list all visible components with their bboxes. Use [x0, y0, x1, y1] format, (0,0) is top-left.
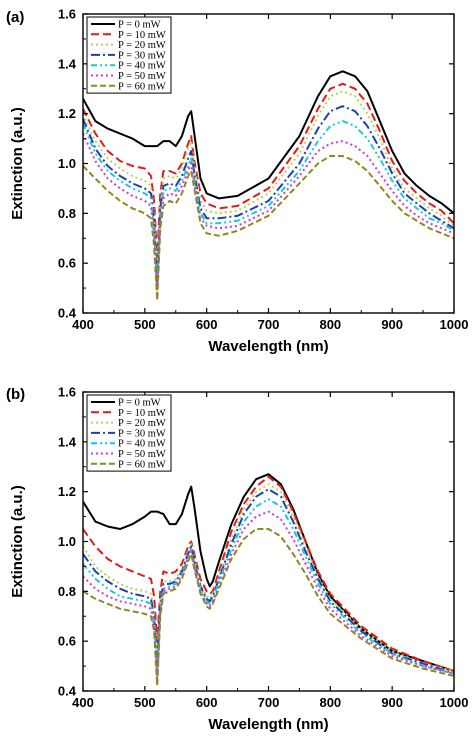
- series-line-0: [83, 70, 454, 215]
- y-tick-label: 0.6: [58, 256, 76, 271]
- x-tick-label: 800: [319, 317, 341, 332]
- series-line-4: [83, 120, 454, 290]
- x-tick-label: 400: [72, 317, 94, 332]
- panel-a: 400 500 600 700 800 900 1000 0.4 0.6 0.8 1.0 1.2 1.4…: [6, 7, 468, 356]
- y-tick-label: 1.0: [58, 156, 76, 171]
- panel-label: (a): [6, 9, 24, 26]
- y-tick-label: 1.6: [58, 385, 76, 400]
- x-tick-label: 500: [134, 695, 156, 710]
- legend-label-4: P = 40 mW: [118, 61, 166, 72]
- series-line-3: [83, 488, 454, 675]
- legend-label-4: P = 40 mW: [118, 439, 166, 450]
- y-tick-label: 1.2: [58, 484, 76, 499]
- x-axis-title: Wavelength (nm): [208, 338, 328, 355]
- x-tick-label: 700: [258, 695, 280, 710]
- legend-label-0: P = 0 mW: [118, 20, 161, 31]
- y-tick-label: 1.0: [58, 534, 76, 549]
- series-group: [83, 70, 454, 302]
- y-tick-label: 0.8: [58, 206, 76, 221]
- y-tick-label: 0.4: [58, 306, 77, 321]
- legend: P = 0 mWP = 10 mWP = 20 mWP = 30 mWP = 4…: [86, 394, 172, 472]
- x-tick-label: 600: [196, 317, 218, 332]
- legend-label-1: P = 10 mW: [118, 408, 166, 419]
- y-tick-label: 1.2: [58, 106, 76, 121]
- y-tick-label: 0.4: [58, 684, 77, 699]
- legend: P = 0 mWP = 10 mWP = 20 mWP = 30 mWP = 4…: [86, 16, 172, 94]
- legend-box: [86, 16, 172, 94]
- series-line-6: [83, 155, 454, 302]
- series-line-1: [83, 475, 454, 673]
- y-tick-label: 0.8: [58, 584, 76, 599]
- panel-label: (b): [6, 386, 25, 403]
- series-line-5: [83, 510, 454, 682]
- legend-label-6: P = 60 mW: [118, 81, 166, 92]
- x-axis-title: Wavelength (nm): [208, 716, 328, 733]
- x-tick-label: 400: [72, 695, 94, 710]
- x-tick-label: 500: [134, 317, 156, 332]
- series-line-1: [83, 82, 454, 260]
- legend-label-3: P = 30 mW: [118, 428, 166, 439]
- legend-label-1: P = 10 mW: [118, 30, 166, 41]
- legend-label-5: P = 50 mW: [118, 71, 166, 82]
- x-tick-label: 800: [319, 695, 341, 710]
- y-tick-label: 1.4: [58, 434, 77, 449]
- series-line-4: [83, 498, 454, 675]
- x-tick-label: 1000: [440, 317, 469, 332]
- legend-box: [86, 394, 172, 472]
- y-tick-label: 1.6: [58, 7, 76, 22]
- series-group: [83, 473, 454, 687]
- x-tick-label: 1000: [440, 695, 469, 710]
- x-tick-label: 900: [381, 695, 403, 710]
- legend-label-6: P = 60 mW: [118, 459, 166, 470]
- series-line-3: [83, 105, 454, 285]
- series-line-2: [83, 90, 454, 275]
- panel-b: 400 500 600 700 800 900 1000 0.4 0.6 0.8 1.0 1.2 1.4…: [6, 385, 468, 734]
- y-axis-title: Extinction (a.u.): [9, 107, 26, 220]
- legend-label-2: P = 20 mW: [118, 40, 166, 51]
- series-line-5: [83, 133, 454, 295]
- legend-label-0: P = 0 mW: [118, 398, 161, 409]
- x-tick-label: 900: [381, 317, 403, 332]
- y-axis-title: Extinction (a.u.): [9, 485, 26, 598]
- series-line-0: [83, 473, 454, 673]
- y-tick-label: 0.6: [58, 634, 76, 649]
- series-line-6: [83, 528, 454, 687]
- x-tick-label: 600: [196, 695, 218, 710]
- x-tick-label: 700: [258, 317, 280, 332]
- legend-label-2: P = 20 mW: [118, 418, 166, 429]
- y-tick-label: 1.4: [58, 56, 77, 71]
- legend-label-3: P = 30 mW: [118, 50, 166, 61]
- legend-label-5: P = 50 mW: [118, 449, 166, 460]
